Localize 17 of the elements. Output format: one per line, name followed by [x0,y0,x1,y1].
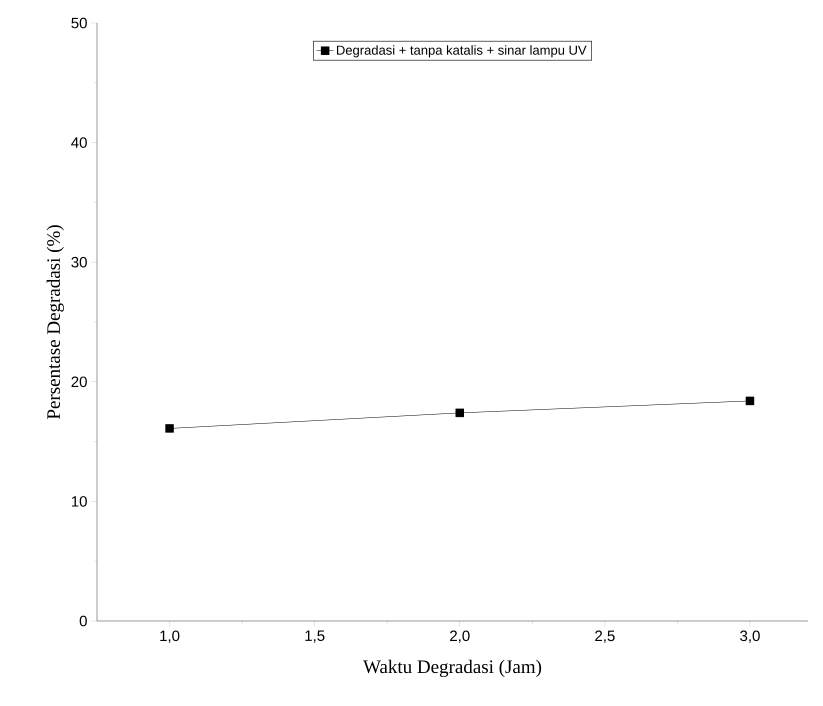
point [456,408,464,418]
legend-label: Degradasi + tanpa katalis + sinar lampu UV [336,45,587,58]
x-tick-label: 2,0 [450,630,470,643]
x-tick-label: 2,5 [595,630,615,643]
y-tick-label: 10 [72,496,87,507]
point [165,424,174,433]
y-tick-label: 20 [72,376,87,388]
x-tick-label: 1,5 [305,630,324,643]
x-tick-label: 1,0 [160,630,180,643]
y-tick-label: 30 [71,256,87,268]
y-tick-label: 50 [71,18,87,28]
point [746,396,754,406]
y-axis-title: Persentase Degradasi (%) [46,225,64,420]
y-tick-label: 0 [80,616,87,626]
y-tick-label: 40 [71,137,87,148]
x-axis-title: Waktu Degradasi (Jam) [363,660,542,678]
x-tick-label: 3,0 [740,630,760,643]
